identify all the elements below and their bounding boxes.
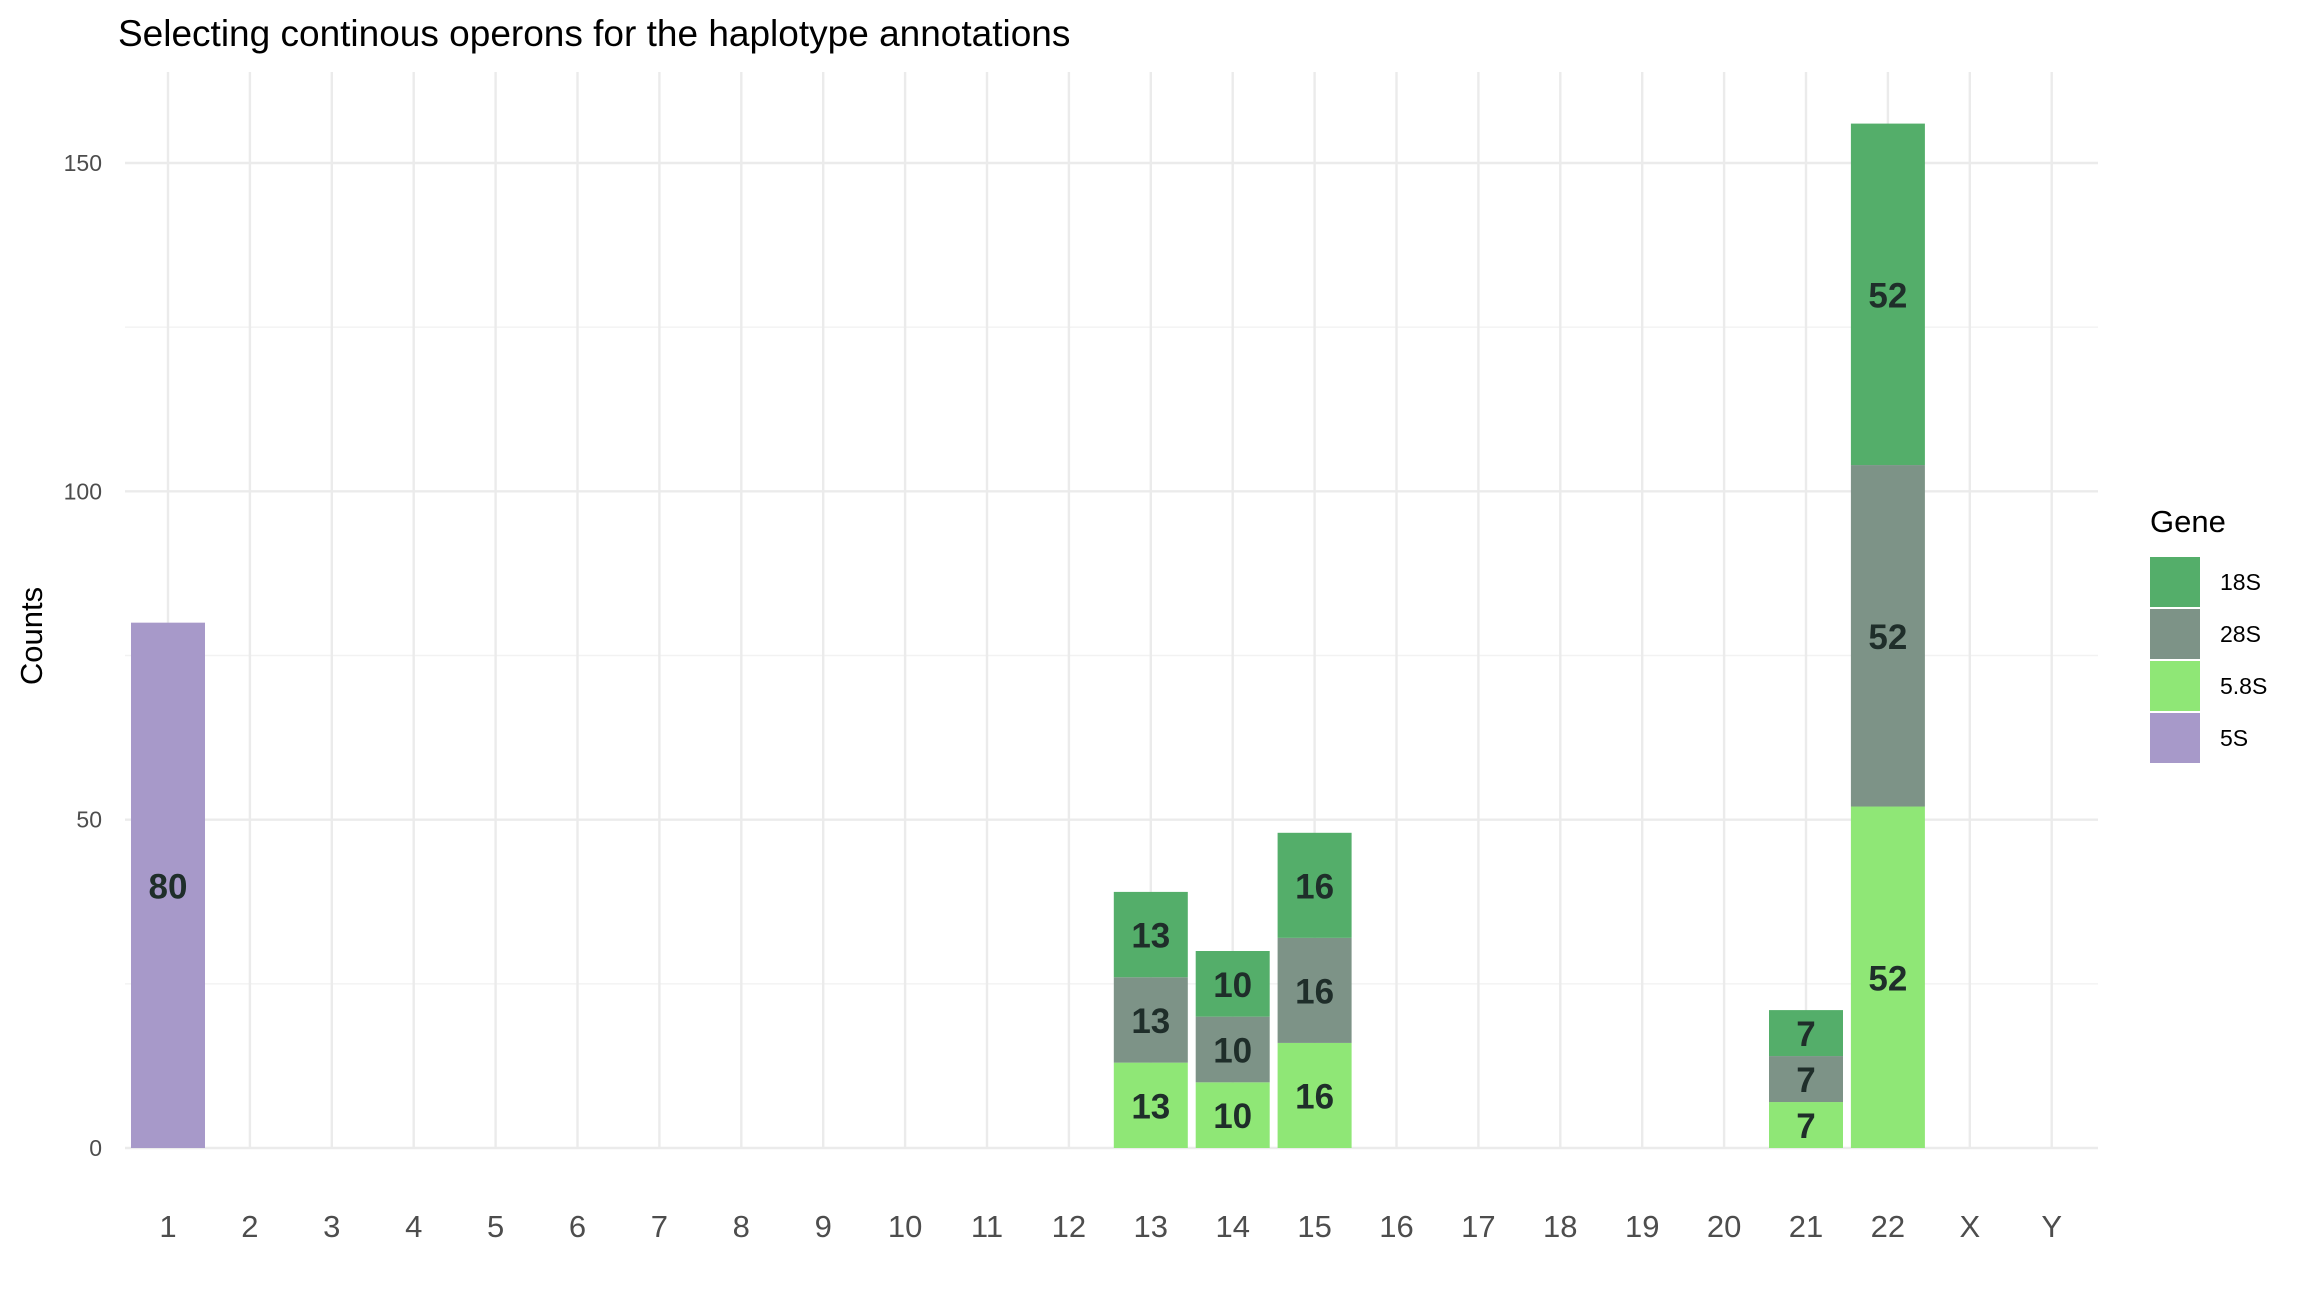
data-labels: 80 13 13 13 10 10 10 16 16 16 7 7 7 52 52 52: [149, 276, 1908, 1146]
x-tick-label: 9: [815, 1209, 832, 1244]
bar-segment: [1113, 1062, 1188, 1148]
x-tick-label: 2: [241, 1209, 258, 1244]
legend: Gene 18S 28S 5.8S 5S: [2150, 504, 2267, 763]
data-label: 52: [1868, 959, 1907, 998]
legend-key: [2150, 557, 2200, 607]
x-tick-label: 15: [1297, 1209, 1331, 1244]
data-label: 7: [1796, 1107, 1815, 1146]
bar-segment: [1769, 1102, 1843, 1148]
chart-title: Selecting continous operons for the hapl…: [118, 13, 1070, 54]
y-tick-label: 150: [64, 150, 102, 176]
x-tick-label: Y: [2041, 1209, 2062, 1244]
x-tick-label: 11: [971, 1209, 1003, 1244]
bar-segment: [1195, 951, 1270, 1017]
data-label: 52: [1868, 618, 1907, 657]
bar-segment: [1195, 1016, 1270, 1083]
data-label: 16: [1295, 972, 1334, 1011]
bars: [131, 123, 1925, 1148]
data-label: 13: [1131, 1002, 1170, 1041]
bar-segment: [1769, 1056, 1843, 1103]
x-tick-label: 5: [487, 1209, 504, 1244]
x-tick-label: 6: [569, 1209, 586, 1244]
bar-segment: [1850, 465, 1925, 807]
x-tick-label: 21: [1789, 1209, 1823, 1244]
data-label: 10: [1213, 966, 1252, 1005]
x-tick-label: 22: [1871, 1209, 1905, 1244]
bar-segment: [1277, 832, 1352, 938]
bar-segment: [1113, 977, 1188, 1063]
x-tick-label: 12: [1052, 1209, 1086, 1244]
x-tick-label: 19: [1625, 1209, 1659, 1244]
legend-key: [2150, 609, 2200, 659]
x-axis-ticks: 1 2 3 4 5 6 7 8 9 10 11 12 13 14 15 16 17 18 19 20 21 22 X Y: [159, 1209, 2062, 1244]
x-tick-label: 14: [1215, 1209, 1249, 1244]
x-tick-label: 7: [651, 1209, 668, 1244]
legend-label: 18S: [2220, 569, 2261, 595]
bar-segment: [1195, 1082, 1270, 1148]
x-tick-label: 20: [1707, 1209, 1741, 1244]
data-label: 52: [1868, 276, 1907, 315]
legend-key: [2150, 713, 2200, 763]
data-label: 16: [1295, 867, 1334, 906]
legend-title: Gene: [2150, 504, 2226, 539]
x-tick-label: X: [1959, 1209, 1980, 1244]
x-tick-label: 18: [1543, 1209, 1577, 1244]
x-tick-label: 4: [405, 1209, 422, 1244]
y-axis-ticks: 0 50 100 150: [64, 150, 102, 1161]
x-tick-label: 16: [1379, 1209, 1413, 1244]
bar-segment: [1769, 1010, 1843, 1057]
bar-segment: [1277, 937, 1352, 1043]
x-tick-label: 13: [1134, 1209, 1168, 1244]
bar-segment: [1850, 123, 1925, 466]
bar-segment: [1277, 1042, 1352, 1148]
data-label: 16: [1295, 1077, 1334, 1116]
y-tick-label: 100: [64, 478, 102, 504]
data-label: 13: [1131, 1087, 1170, 1126]
y-tick-label: 0: [89, 1135, 102, 1161]
grid-lines: [125, 72, 2098, 1150]
data-label: 13: [1131, 917, 1170, 956]
x-tick-label: 10: [888, 1209, 922, 1244]
y-tick-label: 50: [76, 807, 102, 833]
bar-segment: [131, 622, 205, 1148]
y-axis-label: Counts: [14, 587, 49, 685]
legend-label: 28S: [2220, 621, 2261, 647]
x-tick-label: 3: [323, 1209, 340, 1244]
x-tick-label: 8: [733, 1209, 750, 1244]
data-label: 7: [1796, 1015, 1815, 1054]
data-label: 10: [1213, 1032, 1252, 1071]
x-tick-label: 1: [159, 1209, 176, 1244]
legend-label: 5.8S: [2220, 673, 2267, 699]
data-label: 10: [1213, 1097, 1252, 1136]
legend-label: 5S: [2220, 725, 2248, 751]
data-label: 7: [1796, 1061, 1815, 1100]
x-tick-label: 17: [1461, 1209, 1495, 1244]
legend-key: [2150, 661, 2200, 711]
data-label: 80: [149, 867, 188, 906]
bar-segment: [1850, 806, 1925, 1148]
bar-segment: [1113, 891, 1188, 978]
